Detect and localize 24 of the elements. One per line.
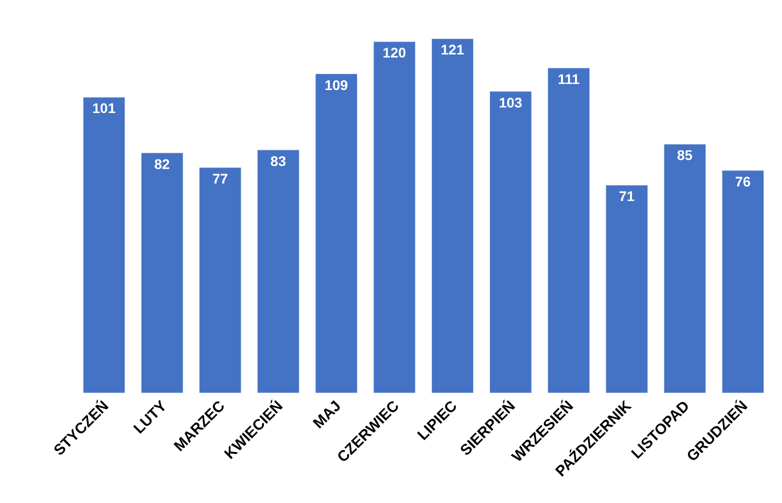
data-label: 83	[270, 152, 286, 169]
data-label: 111	[558, 70, 580, 87]
data-label: 85	[676, 147, 693, 164]
data-label: 71	[618, 188, 635, 204]
bar	[548, 68, 590, 393]
bar	[257, 150, 300, 393]
bar	[140, 152, 184, 393]
data-label: 120	[382, 44, 406, 61]
data-label: 77	[212, 170, 228, 186]
bar	[489, 91, 532, 393]
bar	[722, 170, 764, 393]
bar	[664, 144, 706, 393]
data-label: 121	[440, 42, 464, 58]
bar	[315, 74, 358, 393]
data-label: 101	[92, 100, 116, 116]
bar	[431, 38, 474, 393]
data-label: 82	[154, 156, 170, 172]
bar	[606, 184, 648, 393]
data-label: 76	[735, 173, 751, 190]
data-label: 109	[324, 76, 348, 93]
data-label: 103	[498, 94, 522, 110]
bar	[199, 167, 242, 393]
bar	[373, 41, 416, 393]
bar	[82, 96, 126, 393]
